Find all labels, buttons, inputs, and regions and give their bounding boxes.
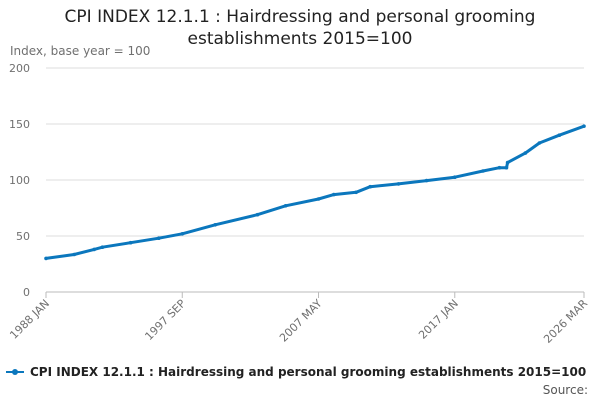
data-point xyxy=(368,184,373,189)
series-line xyxy=(44,124,586,260)
data-point xyxy=(255,212,260,217)
data-point xyxy=(92,247,96,252)
data-point xyxy=(354,190,358,195)
data-point xyxy=(453,175,457,179)
data-point xyxy=(283,204,288,208)
y-tick-label: 200 xyxy=(9,62,30,75)
source-label: Source: xyxy=(542,383,588,397)
data-point xyxy=(424,178,429,183)
data-point xyxy=(44,256,48,261)
chart-title: CPI INDEX 12.1.1 : Hairdressing and pers… xyxy=(0,6,600,50)
legend[interactable]: CPI INDEX 12.1.1 : Hairdressing and pers… xyxy=(6,365,600,379)
x-tick-label: 1988 JAN xyxy=(7,297,52,342)
y-tick-label: 150 xyxy=(9,118,30,131)
x-tick-label: 2007 MAY xyxy=(277,297,325,345)
data-point xyxy=(72,252,76,257)
y-tick-label: 100 xyxy=(9,174,30,187)
y-axis-label: Index, base year = 100 xyxy=(10,44,151,58)
data-point xyxy=(396,182,401,186)
data-point xyxy=(497,165,502,170)
legend-series-marker xyxy=(6,367,24,377)
data-point xyxy=(332,192,336,197)
data-point xyxy=(537,141,542,145)
x-tick-label: 2017 JAN xyxy=(416,297,461,342)
x-tick-label: 2026 MAR xyxy=(541,297,590,346)
data-point xyxy=(504,165,509,170)
chart-title-line-2: establishments 2015=100 xyxy=(187,29,413,49)
data-point xyxy=(100,245,105,249)
data-point xyxy=(180,232,185,236)
data-point xyxy=(316,197,321,201)
data-point xyxy=(213,223,217,227)
legend-series-label: CPI INDEX 12.1.1 : Hairdressing and pers… xyxy=(30,365,587,379)
data-point xyxy=(481,169,485,173)
y-tick-label: 0 xyxy=(23,286,30,299)
data-point xyxy=(505,160,510,165)
data-point xyxy=(128,240,133,245)
data-point xyxy=(523,151,528,155)
x-tick-label: 1997 SEP xyxy=(142,297,188,343)
y-tick-label: 50 xyxy=(16,230,30,243)
data-point xyxy=(582,124,586,128)
data-point xyxy=(157,236,161,240)
chart-title-line-1: CPI INDEX 12.1.1 : Hairdressing and pers… xyxy=(64,7,536,27)
data-point xyxy=(557,133,562,137)
